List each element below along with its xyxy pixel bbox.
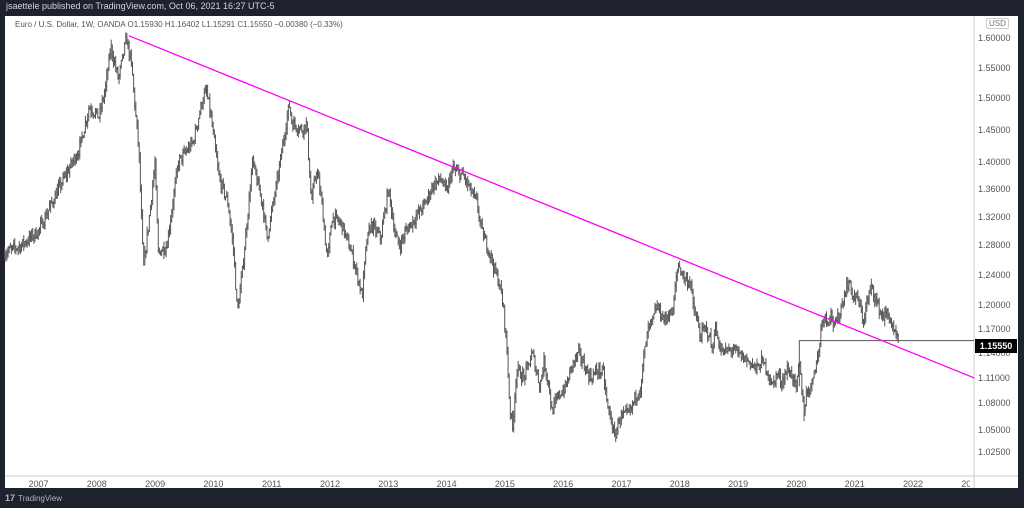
- price-tick-label: 1.02500: [978, 447, 1011, 457]
- price-tick-label: 1.20000: [978, 300, 1011, 311]
- time-tick-label: 2021: [844, 479, 865, 489]
- price-tick-label: 1.40000: [978, 157, 1011, 168]
- price-tick-label: 1.36000: [978, 184, 1011, 195]
- time-tick-label: 2008: [86, 479, 107, 489]
- time-tick-label: 2019: [728, 479, 749, 489]
- time-tick-label: 2013: [378, 479, 399, 489]
- price-tick-label: 1.55000: [978, 62, 1011, 73]
- time-tick-label: 2016: [553, 479, 574, 489]
- time-tick-label: 2009: [145, 479, 166, 489]
- price-tick-label: 1.17000: [978, 323, 1011, 334]
- price-tick-label: 1.14000: [978, 348, 1011, 359]
- price-tick-label: 1.28000: [978, 240, 1011, 251]
- brand-name: TradingView: [18, 494, 63, 503]
- publisher-info: jsaettele published on TradingView.com, …: [6, 1, 275, 11]
- chart-panel[interactable]: [5, 16, 1018, 488]
- price-tick-label: 1.32000: [978, 211, 1011, 222]
- ohlc-bar: [307, 128, 310, 161]
- ohlc-bar: [799, 360, 802, 375]
- price-tick-label: 1.08000: [978, 398, 1011, 409]
- time-tick-label: 2014: [436, 479, 457, 489]
- currency-label[interactable]: USD: [986, 18, 1009, 29]
- ohlc-bar: [141, 208, 144, 245]
- time-tick-label: 2017: [611, 479, 632, 489]
- time-tick-label: 2012: [319, 479, 341, 489]
- ohlc-bar: [359, 278, 362, 295]
- ohlc-bar: [156, 185, 159, 224]
- time-tick-label: 2015: [494, 479, 515, 489]
- tradingview-logo-icon: 17: [5, 493, 16, 503]
- ohlc-bar: [592, 368, 595, 384]
- time-tick-label: 2011: [262, 479, 282, 489]
- ohlc-bar: [324, 224, 327, 246]
- time-tick-label: 2018: [669, 479, 690, 489]
- tradingview-logo: 17 TradingView: [5, 493, 62, 503]
- price-tick-label: 1.60000: [978, 33, 1011, 43]
- price-tick-label: 1.45000: [978, 124, 1011, 135]
- ohlc-bar: [507, 346, 510, 378]
- time-tick-label: 2010: [203, 479, 224, 489]
- price-tick-label: 1.24000: [978, 269, 1011, 280]
- last-price-label: 1.15550: [975, 339, 1017, 353]
- price-tick-label: 1.05000: [978, 424, 1011, 435]
- trendline: [128, 35, 975, 379]
- ohlc-bar: [148, 214, 151, 233]
- horizontal-level-line: [798, 340, 974, 387]
- ohlc-bar: [322, 197, 325, 223]
- time-tick-label: 2022: [902, 479, 924, 489]
- price-tick-label: 1.11000: [978, 372, 1010, 383]
- time-tick-label: 2007: [28, 479, 49, 489]
- time-tick-label: 2020: [786, 479, 807, 489]
- price-tick-label: 1.50000: [978, 93, 1011, 103]
- time-tick-label: 202: [961, 479, 971, 489]
- symbol-legend: Euro / U.S. Dollar, 1W, OANDA O1.15930 H…: [15, 20, 343, 29]
